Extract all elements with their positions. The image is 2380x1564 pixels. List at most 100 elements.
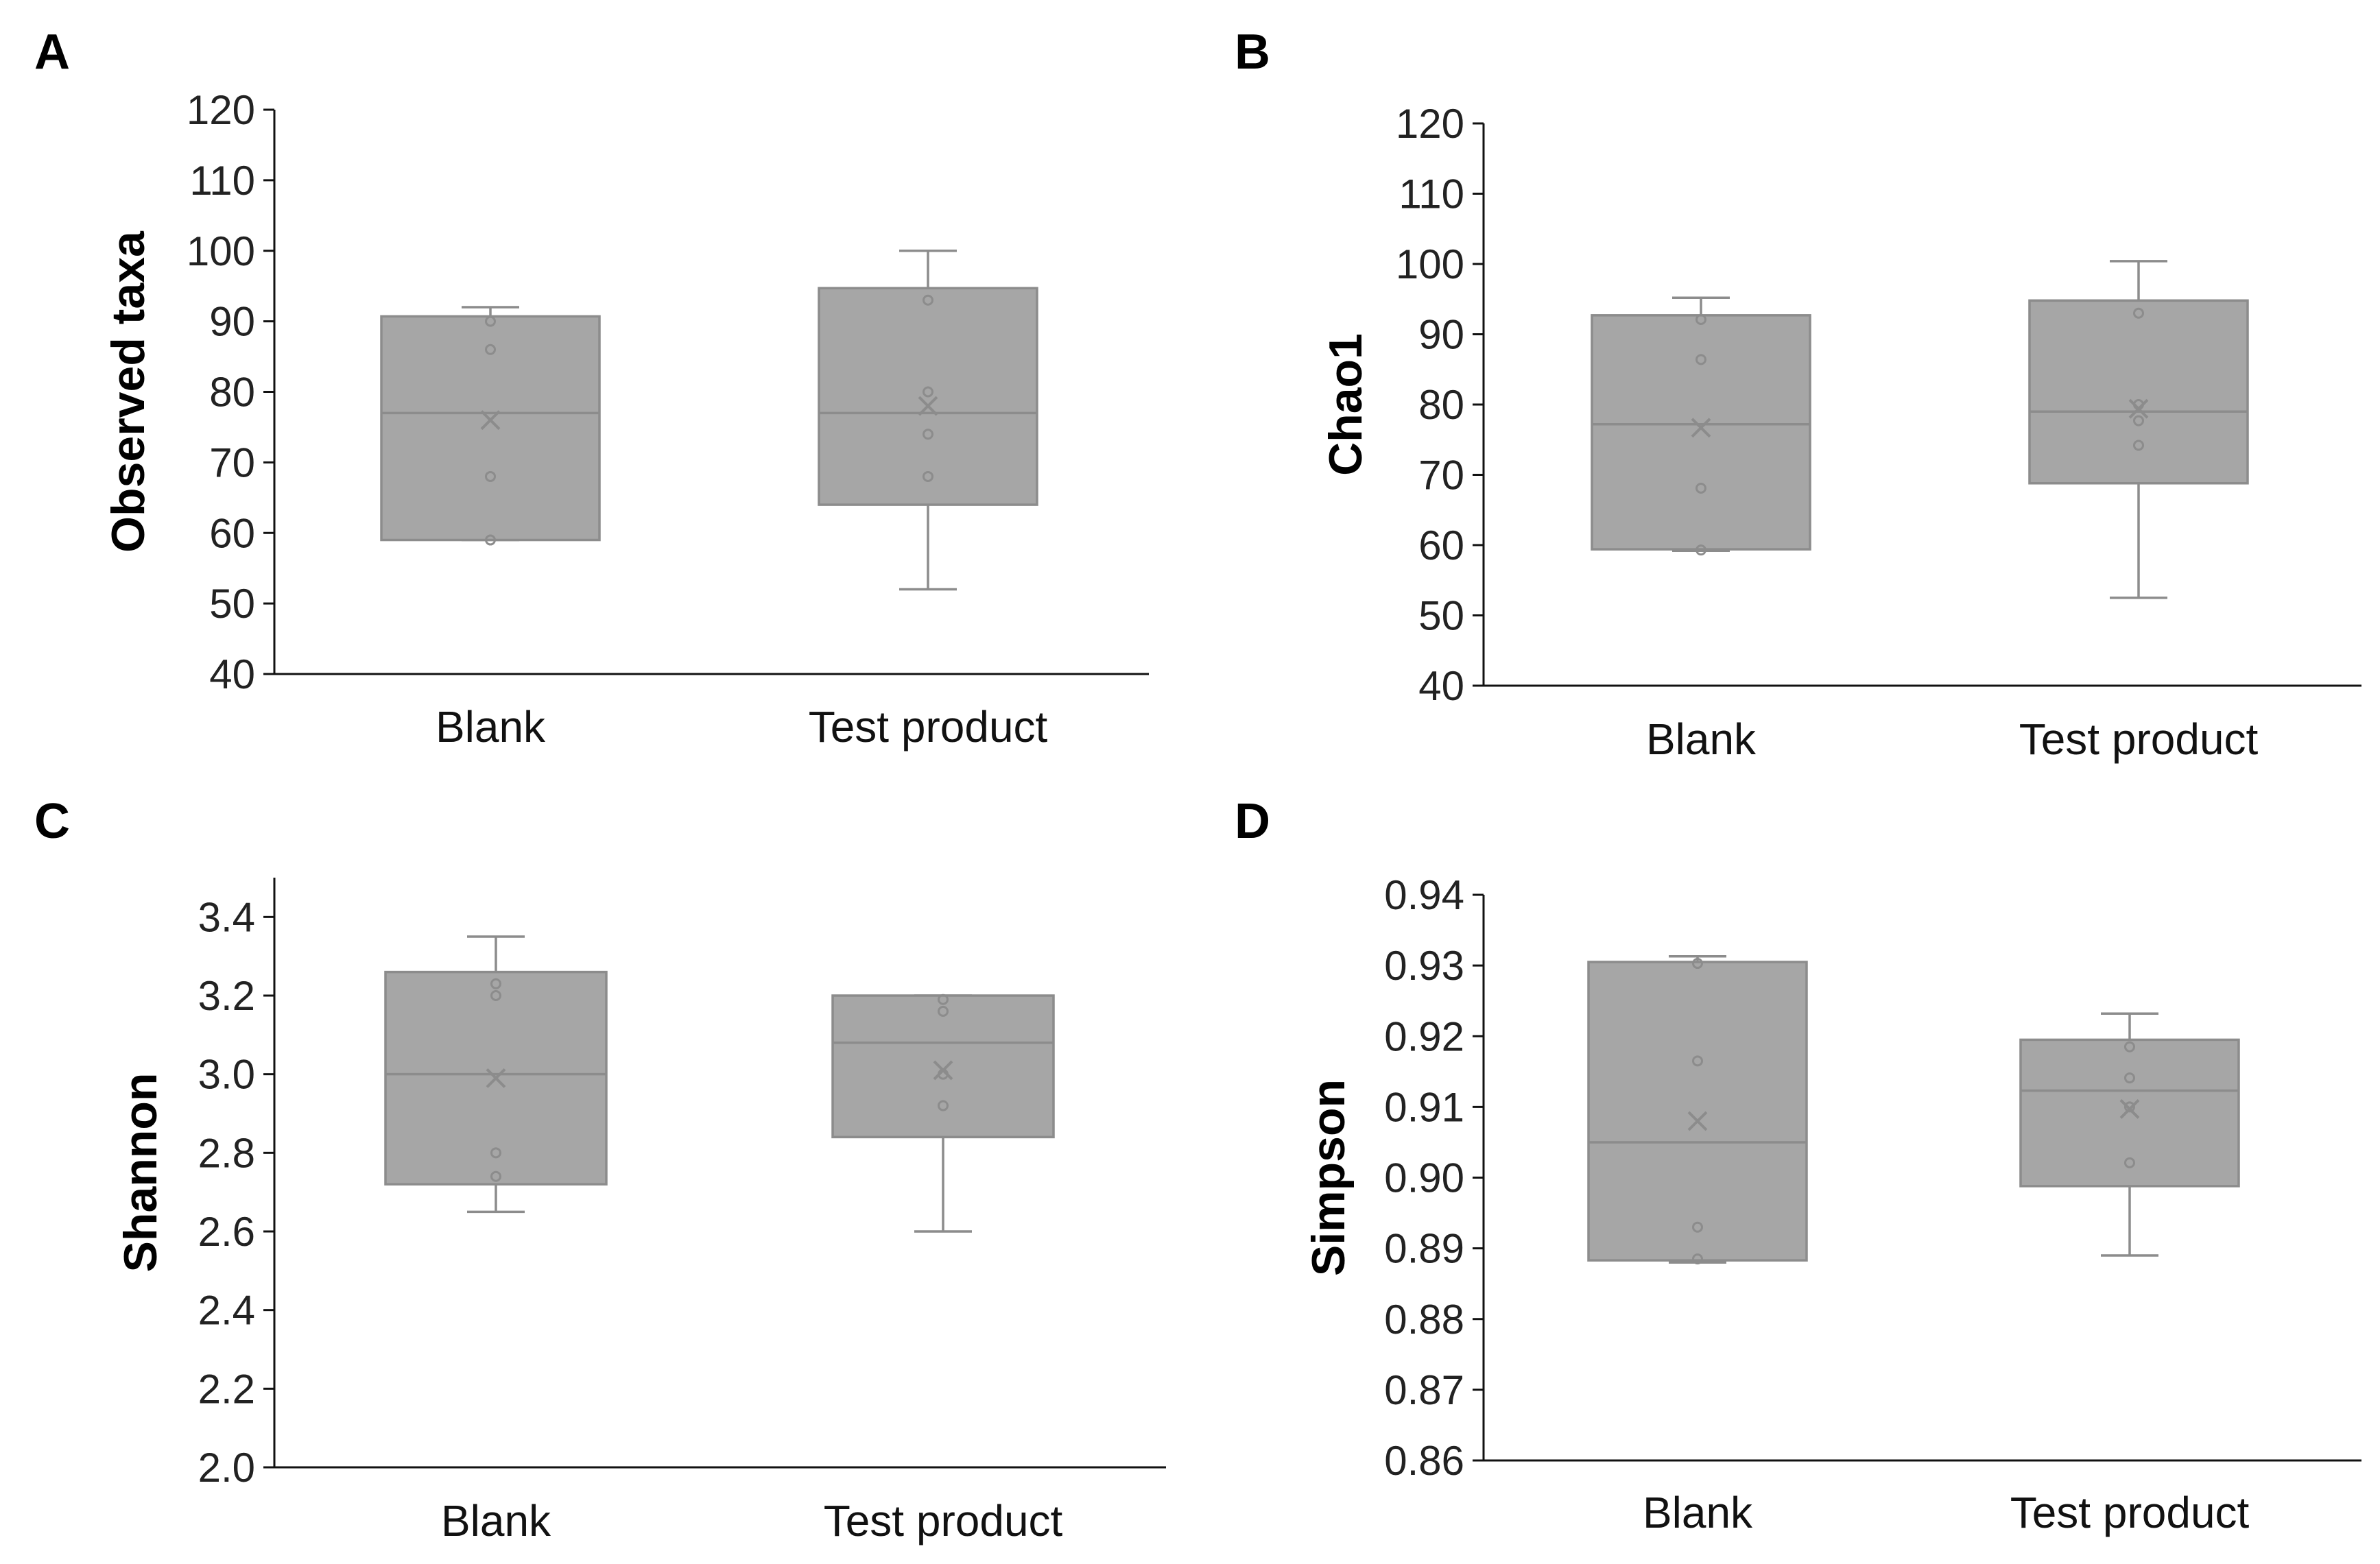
box-group [1591, 296, 1811, 556]
y-tick-label: 0.89 [1384, 1226, 1464, 1272]
data-point [1692, 1221, 1703, 1233]
y-tick-label: 80 [209, 370, 255, 416]
data-point [938, 1100, 949, 1111]
panel-a: A 40 50 60 70 80 90 100 110 120 Observed taxa Blank… [34, 25, 1149, 751]
y-tick-label: 0.91 [1384, 1084, 1464, 1130]
y-tick-label: 0.87 [1384, 1367, 1464, 1413]
y-tick-label: 2.8 [198, 1130, 255, 1176]
box-group [831, 994, 1055, 1233]
box-iqr [2019, 1038, 2240, 1188]
y-tick-label: 3.0 [198, 1052, 255, 1098]
box-group [384, 935, 608, 1214]
x-category-label: Test product [809, 702, 1048, 751]
data-point [938, 994, 949, 1005]
data-point [490, 990, 501, 1001]
panel-d: D 0.86 0.87 0.88 0.89 0.90 0.91 0.92 0.93 0.94 Sim… [1235, 794, 2361, 1537]
mean-marker [1687, 1111, 1708, 1131]
y-tick-label: 0.94 [1384, 872, 1464, 918]
data-point [2124, 1041, 2135, 1052]
mean-marker [480, 410, 501, 431]
y-tick-label: 70 [1418, 453, 1464, 498]
panel-letter: D [1235, 794, 1270, 849]
mean-marker [918, 396, 938, 416]
panel-b: B 40 50 60 70 80 90 100 110 120 Chao1 Blank Test pro… [1235, 25, 2361, 764]
y-tick-label: 0.93 [1384, 943, 1464, 989]
data-point [485, 315, 496, 327]
box-group [818, 250, 1038, 591]
data-point [1695, 313, 1706, 325]
box-group [2028, 260, 2249, 599]
x-category-label: Blank [441, 1496, 551, 1545]
y-tick-label: 110 [189, 158, 255, 204]
x-category-label: Test product [2010, 1488, 2250, 1537]
mean-marker [486, 1068, 506, 1088]
x-category-label: Test product [2019, 714, 2259, 764]
data-point [490, 978, 501, 989]
y-tick-label: 0.92 [1384, 1013, 1464, 1059]
box-iqr [380, 315, 601, 542]
box-iqr [818, 287, 1038, 506]
box-iqr [2028, 299, 2249, 485]
data-point [1692, 958, 1703, 970]
data-point [1692, 1253, 1703, 1265]
box-group [380, 306, 601, 546]
box-group [1587, 954, 1808, 1265]
y-tick-label: 2.2 [198, 1366, 255, 1412]
box-iqr [831, 994, 1055, 1139]
data-point [1695, 544, 1706, 556]
data-point [923, 470, 933, 482]
panel-c: C 2.0 2.2 2.4 2.6 2.8 3.0 3.2 3.4 Shannon Blank Tes… [34, 794, 1166, 1545]
data-point [2133, 415, 2144, 426]
x-category-label: Blank [1646, 714, 1757, 764]
y-tick-label: 0.90 [1384, 1155, 1464, 1201]
panel-letter: B [1235, 25, 1270, 80]
y-tick-label: 60 [209, 510, 255, 556]
data-point [1695, 482, 1706, 494]
y-axis-title: Observed taxa [102, 230, 154, 553]
data-point [1695, 354, 1706, 365]
y-tick-label: 70 [209, 440, 255, 485]
data-point [485, 344, 496, 355]
data-point [923, 386, 933, 398]
y-tick-label: 50 [209, 581, 255, 627]
y-tick-label: 120 [1396, 101, 1464, 147]
data-point [490, 1170, 501, 1182]
data-point [2124, 1072, 2135, 1084]
mean-marker [933, 1060, 953, 1081]
data-point [485, 534, 496, 546]
data-point [490, 1147, 501, 1159]
y-axis-title: Chao1 [1320, 333, 1372, 476]
data-point [2133, 307, 2144, 319]
panel-letter: C [34, 794, 70, 849]
y-tick-label: 110 [1399, 171, 1464, 217]
box-iqr [1587, 961, 1808, 1262]
y-axis-title: Shannon [115, 1073, 167, 1273]
y-tick-label: 3.2 [198, 973, 255, 1019]
x-category-label: Blank [1643, 1488, 1753, 1537]
y-tick-label: 40 [1418, 663, 1464, 709]
data-point [2124, 1157, 2135, 1168]
x-category-label: Blank [436, 702, 546, 751]
panel-letter: A [34, 25, 70, 80]
data-point [485, 470, 496, 482]
y-tick-label: 80 [1418, 382, 1464, 428]
y-tick-label: 0.86 [1384, 1438, 1464, 1484]
mean-marker [1691, 418, 1711, 438]
mean-marker [2128, 398, 2149, 419]
y-tick-label: 50 [1418, 593, 1464, 639]
y-tick-label: 90 [209, 299, 255, 345]
data-point [923, 294, 933, 306]
y-tick-label: 2.4 [198, 1288, 255, 1334]
y-tick-label: 3.4 [198, 894, 255, 940]
data-point [923, 429, 933, 440]
data-point [2133, 440, 2144, 451]
mean-marker [2119, 1099, 2140, 1119]
y-tick-label: 100 [1396, 241, 1464, 287]
y-tick-label: 90 [1418, 312, 1464, 358]
y-axis-title: Simpson [1302, 1079, 1355, 1276]
box-group [2019, 1012, 2240, 1257]
box-iqr [1591, 314, 1811, 551]
y-tick-label: 2.0 [198, 1445, 255, 1491]
x-category-label: Test product [824, 1496, 1063, 1545]
